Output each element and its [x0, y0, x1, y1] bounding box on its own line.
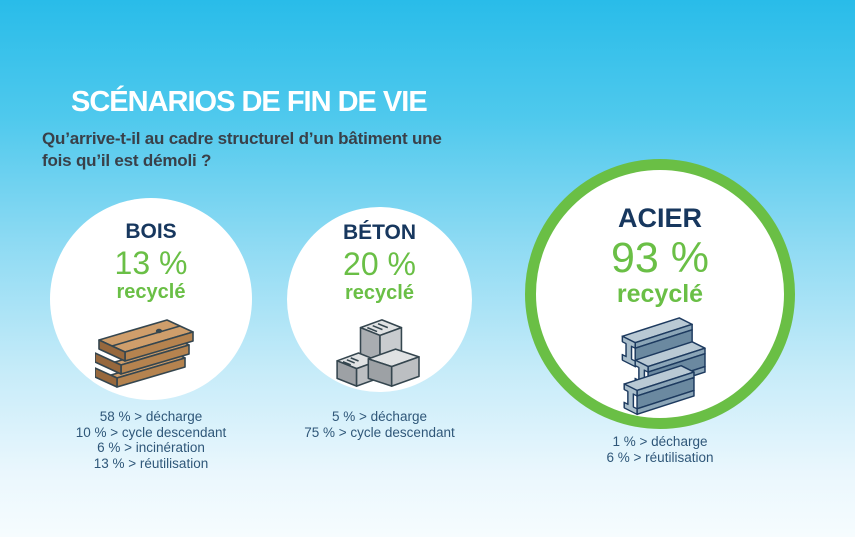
steel-beams-icon: [621, 317, 706, 416]
breakdown-list-beton: 5 % > décharge 75 % > cycle descendant: [277, 409, 482, 440]
page-subtitle: Qu’arrive-t-il au cadre structurel d’un …: [42, 129, 442, 170]
recycled-percent-bois: 13 %: [114, 245, 188, 281]
material-card-beton: BÉTON 20 % recyclé: [287, 207, 472, 392]
recycled-label-acier: recyclé: [616, 280, 704, 308]
material-card-bois: BOIS 13 % recyclé: [50, 198, 252, 400]
breakdown-list-bois: 58 % > décharge 10 % > cycle descendant 6 …: [40, 409, 262, 471]
material-name-beton: BÉTON: [342, 221, 417, 244]
breakdown-line: 75 % > cycle descendant: [304, 424, 455, 440]
recycled-label-bois: recyclé: [116, 281, 186, 303]
breakdown-line: 1 % > décharge: [612, 434, 708, 449]
breakdown-line: 6 % > réutilisation: [606, 449, 714, 465]
concrete-blocks-icon: [335, 319, 420, 387]
recycled-percent-beton: 20 %: [343, 246, 416, 282]
material-name-acier: ACIER: [617, 203, 702, 233]
recycled-percent-acier: 93 %: [610, 234, 709, 282]
breakdown-list-acier: 1 % > décharge 6 % > réutilisation: [550, 434, 770, 465]
breakdown-line: 13 % > réutilisation: [93, 455, 209, 471]
breakdown-line: 58 % > décharge: [99, 409, 203, 424]
page-title: SCÉNARIOS DE FIN DE VIE: [71, 86, 428, 118]
material-card-acier: ACIER 93 % recyclé: [525, 159, 795, 429]
breakdown-line: 6 % > incinération: [97, 440, 205, 455]
breakdown-line: 10 % > cycle descendant: [75, 424, 227, 440]
material-name-bois: BOIS: [125, 220, 177, 243]
breakdown-line: 5 % > décharge: [332, 409, 427, 424]
recycled-label-beton: recyclé: [345, 282, 414, 304]
wood-planks-icon: [95, 319, 194, 388]
